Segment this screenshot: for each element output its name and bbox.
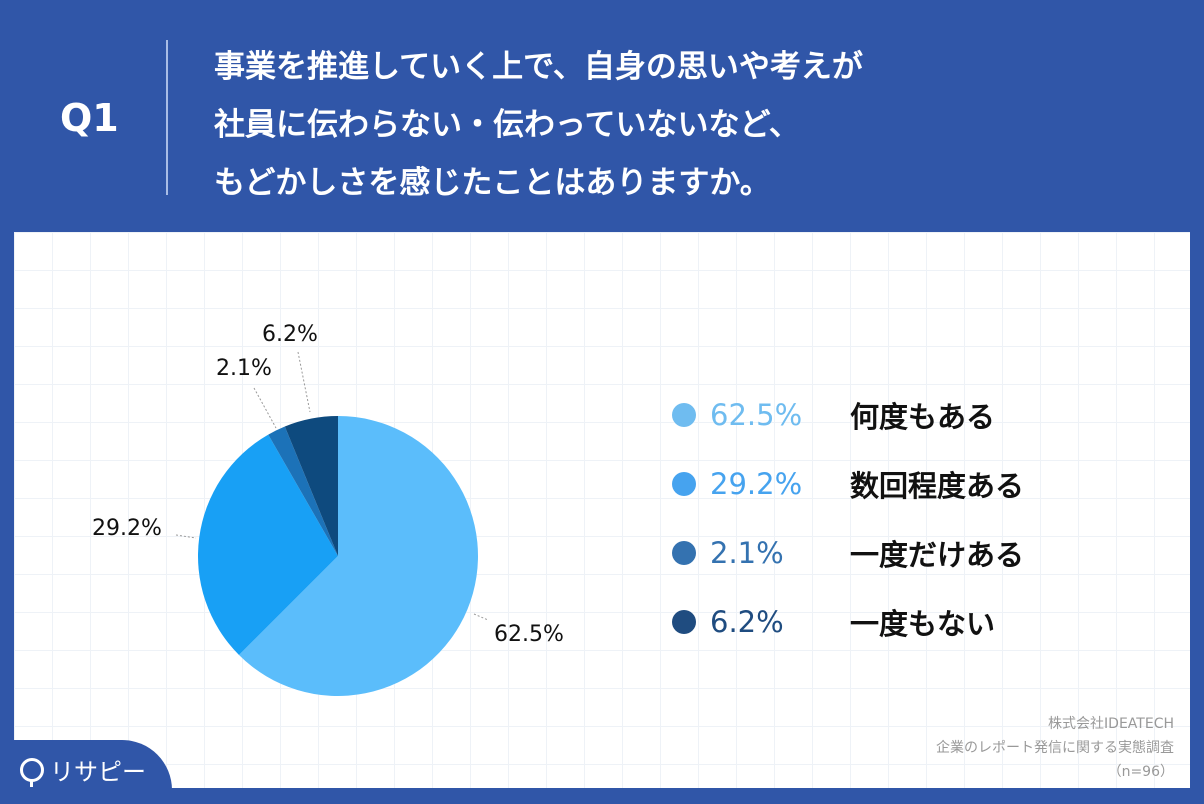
legend-item: 2.1% 一度だけある [672, 518, 1024, 587]
legend-item: 29.2% 数回程度ある [672, 449, 1024, 518]
pie-slice-2 [268, 426, 338, 556]
legend: 62.5% 何度もある 29.2% 数回程度ある 2.1% 一度だけある 6.2… [672, 380, 1024, 656]
source-n: （n=96） [1107, 764, 1174, 780]
header-divider [166, 40, 168, 195]
legend-value: 62.5% [710, 397, 803, 432]
pie-slice-1 [198, 434, 338, 655]
legend-dot-icon [672, 402, 696, 427]
question-line: 事業を推進していく上で、自身の思いや考えが [214, 49, 863, 85]
pin-icon [20, 757, 44, 787]
source-note: 株式会社IDEATECH 企業のレポート発信に関する実態調査 （n=96） [936, 712, 1174, 784]
pie-slices [198, 416, 479, 696]
legend-item: 6.2% 一度もない [672, 587, 1024, 656]
logo-text: リサピー [50, 758, 146, 786]
legend-item: 62.5% 何度もある [672, 380, 1024, 449]
source-company: 株式会社IDEATECH [1048, 716, 1174, 732]
legend-label: 一度だけある [850, 537, 1025, 572]
question-line: もどかしさを感じたことはありますか。 [214, 165, 771, 201]
legend-value: 2.1% [710, 535, 784, 570]
question-line: 社員に伝わらない・伝わっていないなど、 [214, 107, 800, 143]
slice-label-2: 2.1% [216, 356, 272, 381]
question-text: 事業を推進していく上で、自身の思いや考えが 社員に伝わらない・伝わっていないなど… [214, 38, 863, 212]
legend-label: 何度もある [850, 399, 996, 434]
slice-label-0: 62.5% [494, 622, 564, 647]
legend-dot-icon [672, 609, 696, 634]
slice-label-3: 6.2% [262, 322, 318, 347]
question-header: Q1 事業を推進していく上で、自身の思いや考えが 社員に伝わらない・伝わっていな… [0, 0, 1204, 232]
legend-dot-icon [672, 471, 696, 496]
legend-label: 数回程度ある [850, 468, 1025, 503]
question-number: Q1 [60, 96, 119, 140]
slice-label-1: 29.2% [92, 516, 162, 541]
legend-dot-icon [672, 540, 696, 565]
pie-slice-0 [239, 416, 479, 696]
brand-logo: リサピー [20, 752, 146, 787]
pie-slice-3 [284, 416, 338, 556]
legend-label: 一度もない [850, 606, 996, 641]
legend-value: 6.2% [710, 604, 784, 639]
legend-value: 29.2% [710, 466, 803, 501]
source-survey: 企業のレポート発信に関する実態調査 [936, 740, 1174, 756]
